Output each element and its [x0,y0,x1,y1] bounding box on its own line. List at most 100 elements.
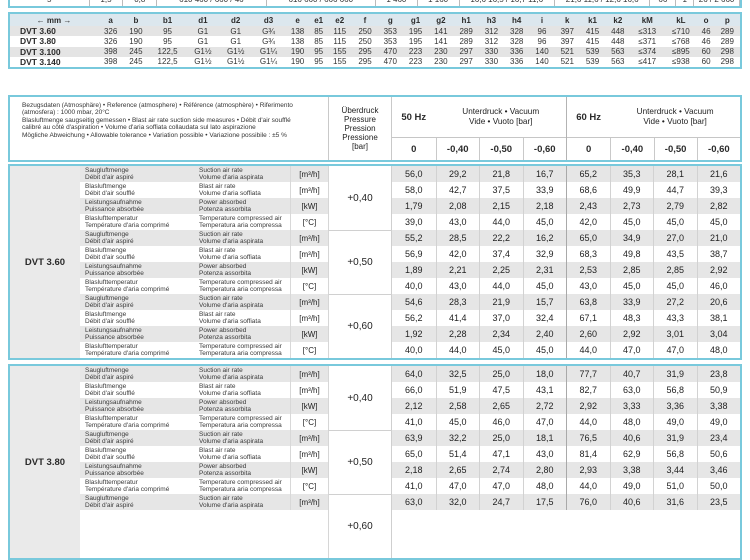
label-it: Temperatura aria compressa [199,222,282,230]
value-cell: 20,6 [696,294,740,310]
row-label-de-fr: Blaslufttemperatur Température d'aria com… [80,478,194,494]
label-fr: Température d'aria comprimé [85,422,170,430]
value-cell: 50,0 [696,478,741,494]
value-cell: 27,2 [653,294,697,310]
label-de: Saugluftmenge [85,367,129,374]
dims-value-cell: G1 [197,26,209,36]
pressure-columns-60hz: 0 -0,40 -0,50 -0,60 [567,137,740,160]
value-cell: 41,0 [404,417,423,427]
dims-value-cell: 397 [560,36,574,46]
freq-label-60hz: 60 Hz [576,111,602,123]
value-cell: 43,3 [653,310,697,326]
value-cell: 2,93 [566,462,610,478]
vacuum-label-line: Unterdruck • Vacuum [636,107,714,116]
value-cell: 35,3 [609,166,653,182]
label-en: Temperature compressed air [199,415,282,422]
value-cell: 68,6 [566,182,610,198]
value-cell: 49,9 [609,182,654,198]
dimensions-table: ← mm → a b b1 d1 d2 d3 e e1 e2 f g g1 g2 h1 h3 h4 i k k1 k2… [8,12,742,69]
value-cell: 15,7 [522,294,566,310]
dims-value-cell: ≤417 [638,57,657,67]
overpressure-line: Überdruck [341,106,379,115]
vacuum-column-header: -0,50 [653,138,697,160]
label-de: Blasluftmenge [85,247,127,254]
pressure-cell: +0,50 [328,430,392,494]
value-cell: 44,0 [566,342,610,358]
unit-cell: [kW] [290,326,328,342]
label-de: Blasluftmenge [85,311,127,318]
row-label-en-it: Suction air rate Volume d'aria aspirata [194,294,290,310]
value-cell: 3,44 [653,462,697,478]
row-label-de-fr: Leistungsaufnahme Puissance absorbée [80,262,194,278]
row-label-en-it: Blast air rate Volume d'aria soffiata [194,446,290,462]
dims-value-cell: ≤710 [671,26,690,36]
value-cell: 41,4 [435,310,480,326]
reference-line: calibré au côté d'aspiration • Volume d'… [22,124,256,132]
unit-cell: [m³/h] [290,182,328,198]
value-cell: 49,0 [696,414,741,430]
value-cell: 64,0 [392,366,436,382]
dims-value-cell: 398 [103,47,118,57]
label-it: Volume d'aria soffiata [199,190,261,198]
dims-value-cell: 448 [611,36,625,46]
value-cell: 56,8 [653,446,697,462]
row-label-en-it: Suction air rate Volume d'aria aspirata [194,166,290,182]
row-label-de-fr: Leistungsaufnahme Puissance absorbée [80,462,194,478]
vacuum-column-header: -0,60 [522,138,567,160]
dims-col-header: kM [630,14,665,26]
dims-col-header: d3 [252,14,285,26]
value-cell: 44,0 [479,214,523,230]
dims-value-cell: 190 [129,26,143,36]
dims-col-header: d2 [219,14,253,26]
dims-value-cell: 140 [535,47,549,57]
label-en: Temperature compressed air [199,279,282,286]
unit-cell: [kW] [290,398,328,414]
label-it: Temperatura aria compressa [199,422,282,430]
dims-value-cell: 155 [333,47,347,57]
label-it: Volume d'aria soffiata [199,454,261,462]
dims-value-cell: 115 [333,26,347,36]
dims-col-header: g1 [402,14,429,26]
label-de: Blaslufttemperatur [85,415,138,422]
unit-cell: [°C] [290,214,328,230]
dims-value-cell: 563 [611,47,625,57]
dims-value-cell: 539 [585,57,600,67]
dims-value-cell: G¾ [262,26,275,36]
label-it: Volume d'aria soffiata [199,390,261,398]
label-en: Blast air rate [199,447,236,454]
value-cell: 21,0 [696,230,740,246]
dims-value-cell: ≤371 [638,36,657,46]
dims-value-cell: 289 [720,36,734,46]
value-cell: 2,15 [479,198,523,214]
row-label-de-fr: Blasluftmenge Débit d'air soufflé [80,246,194,262]
unit-cell: [m³/h] [290,446,328,462]
dims-value-cell: 298 [720,47,734,57]
unit-cell: [m³/h] [290,246,328,262]
row-label-en-it: Suction air rate Volume d'aria aspirata [194,494,290,510]
row-label-de-fr: Blasluftmenge Débit d'air soufflé [80,382,194,398]
value-cell: 37,5 [479,182,523,198]
dims-value-cell: G1¼ [259,47,278,57]
dims-value-cell: ≤895 [671,47,690,57]
label-de: Blasluftmenge [85,447,127,454]
unit-cell: [m³/h] [290,382,328,398]
reference-line: (atmosfera) : 1000 mbar, 20°C [22,109,110,117]
value-cell: 65,0 [566,230,610,246]
clipped-cell: 66 [650,0,677,6]
value-cell: 40,7 [609,366,653,382]
row-label-en-it: Power absorbed Potenza assorbita [194,198,290,214]
label-en: Suction air rate [199,495,243,502]
value-cell: 16,7 [522,166,566,182]
clipped-cell: 1,5 [90,0,124,6]
label-en: Blast air rate [199,183,236,190]
clipped-cell: 26 / 2 660 [694,0,740,6]
dims-col-header: k [554,14,580,26]
value-cell: 44,7 [653,182,697,198]
dims-value-cell: 470 [383,47,397,57]
label-fr: Puissance absorbée [85,206,144,214]
vacuum-column-header: -0,40 [435,138,480,160]
dims-value-cell: 190 [129,36,143,46]
dims-model-name: DVT 3.80 [20,36,56,47]
frequency-group-60hz: 60 Hz Unterdruck • Vacuum Vide • Vuoto [… [566,97,740,160]
pressure-cell: +0,50 [328,230,392,294]
